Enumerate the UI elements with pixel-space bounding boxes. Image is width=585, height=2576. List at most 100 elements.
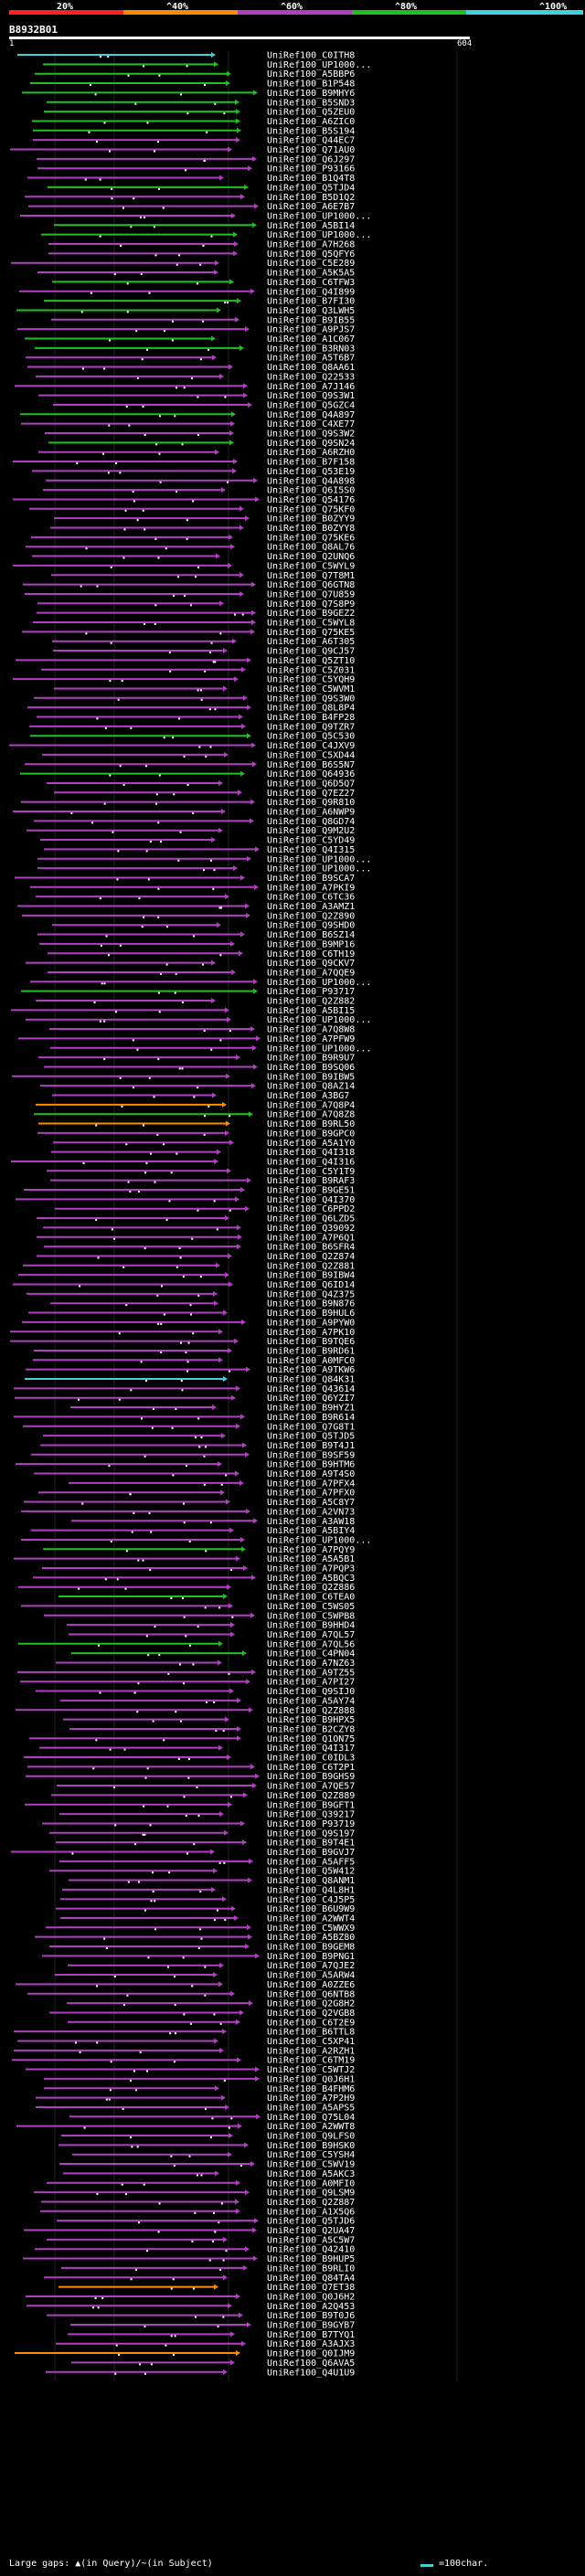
hit-row[interactable]: UniRef100_P93719 xyxy=(42,1819,355,1829)
hit-label[interactable]: UniRef100_Q8L8P4 xyxy=(267,704,355,714)
hit-label[interactable]: UniRef100_B9GEZ2 xyxy=(267,609,355,619)
hit-row[interactable]: UniRef100_C5WS05 xyxy=(21,1602,355,1612)
hit-label[interactable]: UniRef100_A5K5A5 xyxy=(267,269,355,279)
hit-row[interactable]: UniRef100_B9MP16 xyxy=(39,939,355,949)
hit-row[interactable]: UniRef100_B7F158 xyxy=(13,458,355,468)
hit-label[interactable]: UniRef100_B9GE51 xyxy=(267,1186,355,1196)
hit-label[interactable]: UniRef100_UP1000... xyxy=(267,230,371,240)
hit-label[interactable]: UniRef100_Q6NTB8 xyxy=(267,1989,355,1999)
hit-label[interactable]: UniRef100_A5AY74 xyxy=(267,1696,355,1706)
hit-row[interactable]: UniRef100_Q9S197 xyxy=(49,1829,355,1839)
hit-label[interactable]: UniRef100_B9T4E1 xyxy=(267,1839,355,1849)
hit-label[interactable]: UniRef100_A7PK10 xyxy=(267,1328,355,1338)
hit-label[interactable]: UniRef100_Q2Z889 xyxy=(267,1791,355,1801)
hit-row[interactable]: UniRef100_Q6ID14 xyxy=(13,1280,355,1290)
hit-row[interactable]: UniRef100_A9T4S0 xyxy=(34,1469,355,1479)
hit-label[interactable]: UniRef100_B1Q4T8 xyxy=(267,174,355,184)
hit-row[interactable]: UniRef100_Q39217 xyxy=(59,1810,355,1820)
hit-row[interactable]: UniRef100_Q5TJD5 xyxy=(43,1432,355,1442)
hit-label[interactable]: UniRef100_B9GFT1 xyxy=(267,1800,355,1810)
hit-label[interactable]: UniRef100_Q2Z886 xyxy=(267,1583,355,1593)
hit-label[interactable]: UniRef100_B6SFR4 xyxy=(267,1243,355,1253)
hit-label[interactable]: UniRef100_Q7T8M1 xyxy=(267,571,355,581)
hit-row[interactable]: UniRef100_B9GPC0 xyxy=(37,1129,355,1139)
hit-row[interactable]: UniRef100_B3RN03 xyxy=(35,344,355,354)
hit-label[interactable]: UniRef100_C6TM19 xyxy=(267,2056,355,2066)
hit-label[interactable]: UniRef100_Q5TJD6 xyxy=(267,2217,355,2227)
hit-label[interactable]: UniRef100_Q7ET38 xyxy=(267,2283,355,2293)
hit-row[interactable]: UniRef100_A7H268 xyxy=(48,240,355,250)
hit-label[interactable]: UniRef100_Q5TJD5 xyxy=(267,1432,355,1442)
hit-label[interactable]: UniRef100_C4J5P5 xyxy=(267,1895,355,1905)
hit-row[interactable]: UniRef100_Q6J297 xyxy=(37,154,355,164)
hit-label[interactable]: UniRef100_B6S5N7 xyxy=(267,760,355,770)
hit-label[interactable]: UniRef100_UP1000... xyxy=(267,1015,371,1025)
hit-label[interactable]: UniRef100_A1X5Q6 xyxy=(267,2207,355,2217)
hit-row[interactable]: UniRef100_Q4L8H1 xyxy=(62,1885,355,1895)
hit-label[interactable]: UniRef100_P93717 xyxy=(267,987,355,997)
hit-row[interactable]: UniRef100_Q2G8H2 xyxy=(67,1999,355,2009)
hit-row[interactable]: UniRef100_UP1000... xyxy=(21,1535,371,1545)
hit-label[interactable]: UniRef100_Q39092 xyxy=(267,1224,355,1234)
hit-label[interactable]: UniRef100_C6TEA0 xyxy=(267,1593,355,1603)
hit-label[interactable]: UniRef100_C5WPB8 xyxy=(267,1611,355,1621)
hit-label[interactable]: UniRef100_Q8ANM1 xyxy=(267,1876,355,1886)
hit-row[interactable]: UniRef100_B9TQE6 xyxy=(10,1337,355,1347)
hit-label[interactable]: UniRef100_Q7EZ27 xyxy=(267,789,355,799)
hit-row[interactable]: UniRef100_Q8ANM1 xyxy=(69,1876,355,1886)
hit-row[interactable]: UniRef100_A5C8Y7 xyxy=(24,1498,355,1508)
hit-row[interactable]: UniRef100_Q4I315 xyxy=(44,845,355,855)
hit-label[interactable]: UniRef100_Q4L8H1 xyxy=(267,1885,355,1895)
hit-label[interactable]: UniRef100_A5BI15 xyxy=(267,1006,355,1016)
hit-row[interactable]: UniRef100_Q5TJD4 xyxy=(48,183,355,193)
hit-row[interactable]: UniRef100_Q39092 xyxy=(43,1224,355,1234)
hit-row[interactable]: UniRef100_Q9LSM9 xyxy=(34,2189,355,2199)
hit-label[interactable]: UniRef100_C4XE77 xyxy=(267,419,355,429)
hit-row[interactable]: UniRef100_Q84K31 xyxy=(25,1375,355,1385)
hit-label[interactable]: UniRef100_A5BZ80 xyxy=(267,1933,355,1943)
hit-row[interactable]: UniRef100_C5YD49 xyxy=(40,836,355,846)
hit-row[interactable]: UniRef100_B0ZYY8 xyxy=(50,524,355,534)
hit-label[interactable]: UniRef100_Q6LZD5 xyxy=(267,1214,355,1224)
hit-label[interactable]: UniRef100_UP1000... xyxy=(267,60,371,70)
hit-label[interactable]: UniRef100_Q9R810 xyxy=(267,798,355,808)
hit-row[interactable]: UniRef100_A2VN73 xyxy=(21,1507,355,1517)
hit-label[interactable]: UniRef100_B9GYB7 xyxy=(267,2321,355,2331)
hit-label[interactable]: UniRef100_B9GHS9 xyxy=(267,1772,355,1782)
hit-row[interactable]: UniRef100_Q64936 xyxy=(20,769,355,779)
hit-row[interactable]: UniRef100_C5XD44 xyxy=(42,750,355,760)
hit-label[interactable]: UniRef100_A3AJX3 xyxy=(267,2339,355,2349)
hit-row[interactable]: UniRef100_A5C5W7 xyxy=(47,2235,355,2245)
hit-label[interactable]: UniRef100_B6SZ14 xyxy=(267,930,355,940)
hit-label[interactable]: UniRef100_A7P6Q1 xyxy=(267,1233,355,1243)
hit-row[interactable]: UniRef100_C5WV19 xyxy=(59,2160,355,2170)
hit-label[interactable]: UniRef100_A3AMZ1 xyxy=(267,902,355,912)
hit-row[interactable]: UniRef100_B9IB55 xyxy=(51,315,355,325)
hit-row[interactable]: UniRef100_Q0IJM9 xyxy=(15,2349,355,2359)
hit-label[interactable]: UniRef100_B9HUL6 xyxy=(267,1309,355,1319)
hit-label[interactable]: UniRef100_B9R614 xyxy=(267,1413,355,1423)
hit-label[interactable]: UniRef100_A7PKI9 xyxy=(267,883,355,893)
hit-label[interactable]: UniRef100_A6RZH0 xyxy=(267,448,355,458)
hit-row[interactable]: UniRef100_A7P6Q1 xyxy=(37,1233,355,1243)
hit-row[interactable]: UniRef100_B4FP28 xyxy=(37,713,355,723)
hit-row[interactable]: UniRef100_Q5GZC4 xyxy=(53,400,355,410)
hit-row[interactable]: UniRef100_Q6LZD5 xyxy=(37,1214,355,1224)
hit-label[interactable]: UniRef100_B6U9W9 xyxy=(267,1904,355,1914)
hit-label[interactable]: UniRef100_B9RLI0 xyxy=(267,2263,355,2274)
hit-label[interactable]: UniRef100_B9R9U7 xyxy=(267,1054,355,1064)
hit-row[interactable]: UniRef100_A7QQE9 xyxy=(48,968,355,978)
hit-row[interactable]: UniRef100_Q84TA4 xyxy=(44,2274,355,2284)
hit-row[interactable]: UniRef100_Q4Z375 xyxy=(27,1289,355,1299)
hit-row[interactable]: UniRef100_A5BZ80 xyxy=(35,1933,355,1943)
hit-label[interactable]: UniRef100_Q42410 xyxy=(267,2245,355,2255)
hit-label[interactable]: UniRef100_A7Q8Z8 xyxy=(267,1110,355,1120)
hit-row[interactable]: UniRef100_A3AW18 xyxy=(71,1517,355,1527)
hit-label[interactable]: UniRef100_Q75KF0 xyxy=(267,504,355,514)
hit-row[interactable]: UniRef100_Q7ET38 xyxy=(58,2283,355,2293)
hit-row[interactable]: UniRef100_Q9R810 xyxy=(21,798,355,808)
hit-row[interactable]: UniRef100_A7QJE2 xyxy=(68,1961,355,1971)
hit-row[interactable]: UniRef100_B9T4J1 xyxy=(40,1441,355,1451)
hit-row[interactable]: UniRef100_Q2Z887 xyxy=(41,2198,355,2208)
hit-label[interactable]: UniRef100_Q71AU0 xyxy=(267,145,355,155)
